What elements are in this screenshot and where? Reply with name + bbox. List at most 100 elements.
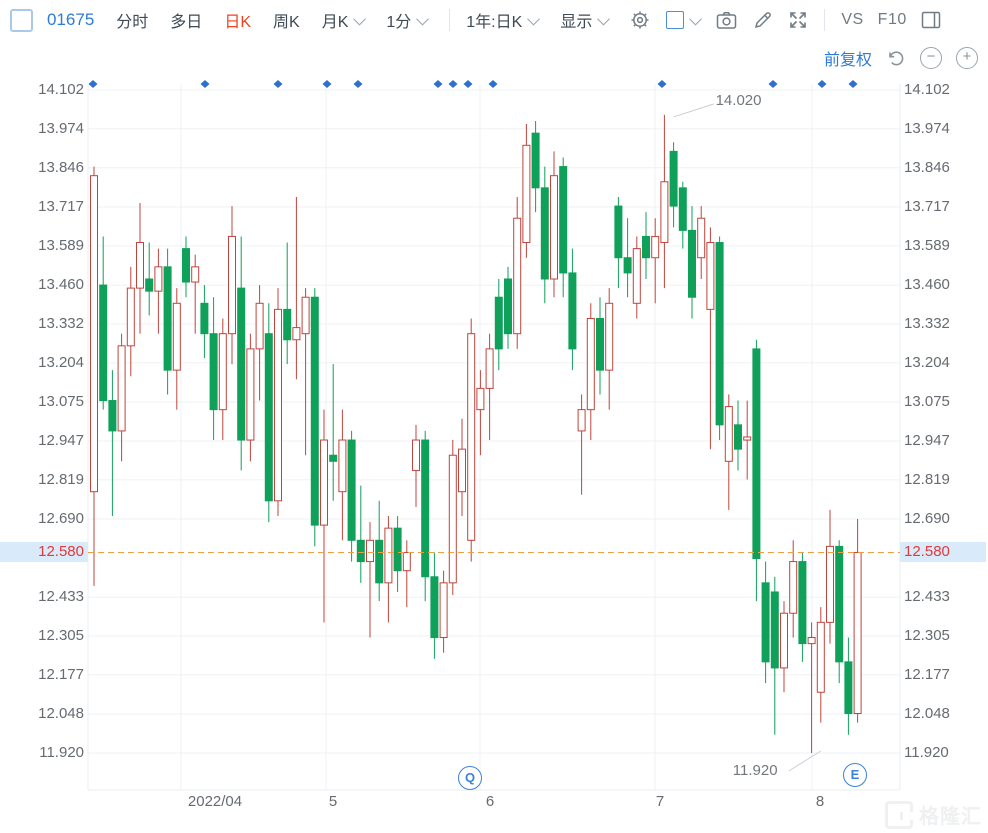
tab-monthly-k[interactable]: 月K <box>322 8 367 32</box>
candle-body-up <box>292 327 301 341</box>
candle-body-up <box>338 439 347 493</box>
candle-body-up <box>458 448 466 493</box>
tab-multiday[interactable]: 多日 <box>170 14 203 31</box>
tab-1min[interactable]: 1分 <box>386 8 430 32</box>
candle-body-up <box>117 345 126 432</box>
candle-body-down <box>734 424 742 450</box>
candle-body-up <box>660 181 669 244</box>
candle-body-up <box>780 612 788 669</box>
annotation-leader-line <box>788 750 822 772</box>
candle-body-down <box>531 132 540 189</box>
symbol-code[interactable]: 01675 <box>47 10 95 29</box>
candle-body-up <box>605 302 614 371</box>
watermark-text: 格隆汇 <box>919 806 982 828</box>
candle-body-down <box>540 187 549 280</box>
candle-body-down <box>798 561 807 645</box>
event-diamond-marker[interactable] <box>768 80 778 88</box>
candle-body-up <box>586 317 595 411</box>
event-diamond-marker[interactable] <box>353 80 363 88</box>
zoom-in-button[interactable]: + <box>956 47 978 69</box>
tab-weekly-k[interactable]: 周K <box>273 14 300 31</box>
candle-body-up <box>789 561 798 614</box>
candle-body-up <box>126 287 135 347</box>
candle-body-down <box>421 439 430 578</box>
candle-body-down <box>688 229 696 298</box>
event-diamond-marker[interactable] <box>88 80 98 88</box>
toolbar: 01675 分时 多日 日K 周K 月K 1分 1年:日K 显示 <box>0 0 988 41</box>
event-diamond-marker[interactable] <box>273 80 283 88</box>
tab-daily-k[interactable]: 日K <box>224 14 251 31</box>
adjust-mode-button[interactable]: 前复权 <box>823 52 872 69</box>
event-diamond-marker[interactable] <box>463 80 473 88</box>
gelonghui-logo-icon <box>885 800 913 829</box>
event-circle-marker-e[interactable]: E <box>843 763 867 787</box>
compare-vs-button[interactable]: VS <box>841 11 864 28</box>
candle-body-down <box>678 187 687 231</box>
candle-body-down <box>504 278 512 335</box>
display-menu[interactable]: 显示 <box>560 8 611 32</box>
candle-body-up <box>651 235 660 259</box>
candle-body-up <box>513 217 522 335</box>
candle-body-up <box>577 409 586 432</box>
f10-button[interactable]: F10 <box>877 11 907 28</box>
event-diamond-marker[interactable] <box>433 80 443 88</box>
candlestick-chart[interactable] <box>0 40 988 833</box>
range-selector[interactable]: 1年:日K <box>466 8 541 32</box>
event-diamond-marker[interactable] <box>848 80 858 88</box>
chart-controls: 前复权 − + <box>824 46 978 70</box>
candle-body-up <box>816 621 825 693</box>
candle-body-up <box>697 217 706 259</box>
chevron-down-icon <box>353 12 367 25</box>
candle-body-up <box>439 582 448 639</box>
candle-body-up <box>274 308 282 502</box>
candle-body-up <box>218 333 227 411</box>
candle-body-down <box>375 539 384 584</box>
candle-body-up <box>366 539 374 563</box>
event-diamond-marker[interactable] <box>817 80 827 88</box>
candle-body-down <box>237 287 246 441</box>
square-icon <box>666 11 685 29</box>
window-icon[interactable] <box>10 8 33 32</box>
event-diamond-marker[interactable] <box>322 80 332 88</box>
toolbar-separator <box>824 9 826 31</box>
candle-body-down <box>770 591 779 669</box>
annotation-leader-line <box>673 103 714 118</box>
event-diamond-marker[interactable] <box>200 80 210 88</box>
candle-body-up <box>255 302 264 350</box>
candle-body-up <box>136 242 144 289</box>
candle-body-up <box>246 348 255 441</box>
candle-body-up <box>743 436 752 441</box>
candle-body-up <box>320 439 328 526</box>
candle-body-down <box>393 527 402 572</box>
candle-body-down <box>835 545 844 663</box>
candle-body-up <box>154 266 163 292</box>
chevron-down-icon <box>689 12 703 25</box>
undo-icon[interactable] <box>886 48 906 68</box>
candle-body-up <box>90 175 98 493</box>
zoom-out-button[interactable]: − <box>920 47 942 69</box>
event-diamond-marker[interactable] <box>488 80 498 88</box>
settings-gear-icon[interactable] <box>630 10 650 30</box>
candle-body-up <box>384 527 393 584</box>
candle-body-down <box>844 661 853 714</box>
candle-body-down <box>752 348 761 560</box>
candle-body-up <box>632 248 641 304</box>
tab-intraday[interactable]: 分时 <box>116 14 149 31</box>
candle-body-up <box>807 637 816 645</box>
chart-style-icon[interactable] <box>666 11 703 29</box>
fullscreen-expand-icon[interactable] <box>788 10 808 30</box>
candle-body-up <box>412 439 420 471</box>
screenshot-camera-icon[interactable] <box>716 11 737 30</box>
event-diamond-marker[interactable] <box>448 80 458 88</box>
draw-pencil-icon[interactable] <box>753 11 772 30</box>
candle-body-up <box>228 235 236 335</box>
candle-body-up <box>853 551 862 714</box>
event-diamond-marker[interactable] <box>657 80 667 88</box>
event-circle-marker-q[interactable]: Q <box>458 766 482 790</box>
candle-body-up <box>522 144 531 244</box>
candle-body-down <box>642 235 650 259</box>
side-panel-icon[interactable] <box>921 11 941 29</box>
candle-body-down <box>596 317 604 371</box>
chevron-down-icon <box>597 12 611 25</box>
